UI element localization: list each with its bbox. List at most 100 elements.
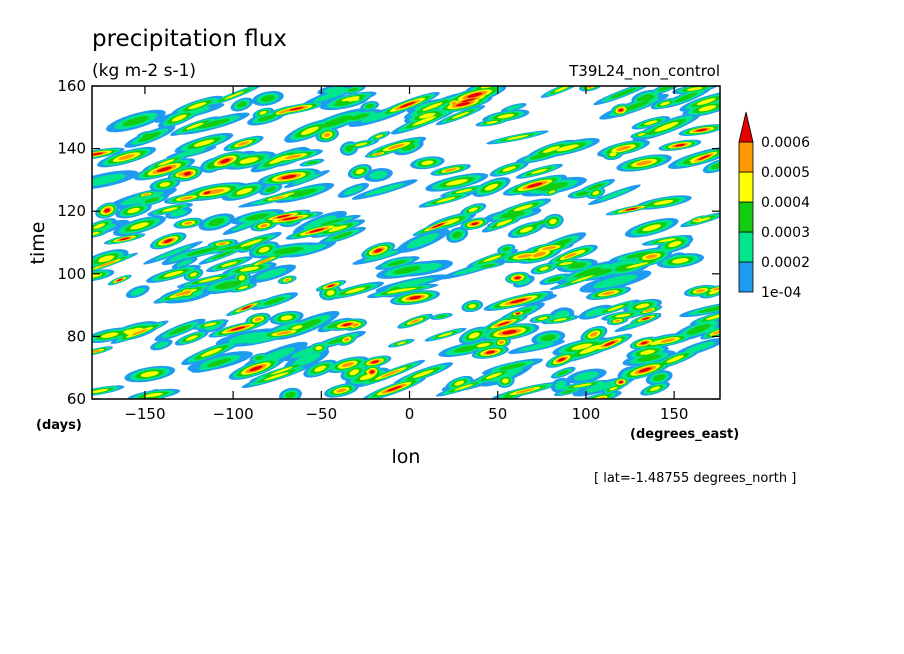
chart-subtitle: (kg m-2 s-1) — [92, 61, 196, 81]
precip-contour-cell — [559, 261, 573, 266]
precip-contour-cell — [592, 190, 600, 196]
precip-contour-cell — [476, 342, 490, 348]
precip-contour-cell — [658, 86, 675, 92]
precip-contour-cell — [660, 338, 676, 343]
precip-contour-cell — [313, 88, 350, 103]
precip-contour-cell — [602, 291, 615, 296]
precip-contour-cell — [695, 289, 706, 293]
precip-contour-cell — [184, 221, 193, 225]
precip-contour-cell — [531, 168, 548, 174]
colorbar-label: 0.0004 — [761, 195, 810, 211]
precip-contour-cell — [327, 284, 335, 288]
precip-contour-cell — [270, 366, 294, 375]
precip-contour-cell — [271, 196, 285, 200]
precip-contour-cell — [455, 102, 471, 107]
precip-contour-cell — [125, 327, 144, 335]
precip-contour-cell — [642, 224, 662, 232]
precip-contour-cell — [529, 152, 553, 160]
precip-contour-cell — [285, 391, 296, 399]
precip-contour-cell — [696, 98, 716, 106]
precip-contour-cell — [483, 255, 502, 262]
precip-contour-cell — [471, 222, 479, 226]
precip-contour-cell — [369, 170, 388, 180]
precip-contour-cell — [119, 237, 130, 241]
precip-contour-cell — [142, 193, 150, 196]
precip-contour-cell — [532, 251, 546, 258]
precip-contour-cell — [306, 160, 318, 165]
precip-contour-cell — [200, 348, 222, 357]
y-tick-label: 80 — [67, 327, 86, 345]
precip-contour-cell — [412, 116, 436, 126]
precip-contour-cell — [224, 91, 245, 100]
precip-contour-cell — [257, 114, 275, 122]
precip-contour-cell — [485, 372, 502, 380]
precip-contour-cell — [549, 218, 557, 225]
precip-contour-cell — [576, 191, 589, 196]
precip-contour-cell — [93, 223, 106, 229]
precip-contour-cell — [585, 268, 613, 277]
precip-contour-cell — [674, 92, 698, 103]
precip-contour-cell — [240, 266, 259, 272]
precip-contour-cell — [441, 218, 460, 226]
precip-contour-cell — [228, 332, 270, 344]
precip-contour-cell — [436, 197, 456, 203]
precip-contour-cell — [506, 134, 529, 140]
precip-contour-cell — [326, 290, 335, 296]
precip-contour-cell — [517, 277, 531, 286]
precip-contour-cell — [260, 223, 268, 228]
precip-contour-cell — [131, 328, 148, 336]
precip-contour-cell — [453, 345, 479, 353]
precip-contour-cell — [644, 309, 653, 313]
precip-contour-cell — [156, 166, 172, 172]
precip-contour-cell — [175, 148, 207, 157]
precip-contour-cell — [604, 341, 616, 347]
precip-contour-cell — [158, 159, 175, 166]
precip-contour-cell — [290, 188, 318, 198]
precip-contour-cell — [499, 211, 526, 219]
precip-contour-cell — [393, 266, 421, 274]
precip-contour-cell — [570, 275, 594, 283]
precip-contour-cell — [585, 307, 607, 317]
precip-contour-cell — [168, 324, 192, 335]
precip-contour-cell — [409, 319, 421, 324]
precip-contour-cell — [573, 383, 593, 388]
x-axis-ticks: −150 −100 −50 0 50 100 150 — [124, 86, 688, 423]
precip-contour-cell — [289, 107, 304, 111]
precip-contour-cell — [127, 207, 140, 214]
precip-contour-cell — [265, 186, 276, 193]
precip-contour-cell — [654, 121, 679, 132]
precip-contour-cell — [183, 290, 191, 295]
precip-contour-cell — [130, 287, 146, 296]
colorbar-label: 0.0005 — [761, 165, 810, 181]
precip-contour-cell — [698, 154, 710, 161]
precip-contour-cell — [548, 276, 563, 282]
colorbar-segment — [738, 171, 754, 203]
precip-contour-cell — [609, 152, 617, 157]
precip-contour-cell — [684, 341, 716, 354]
precip-contour-cell — [711, 162, 720, 170]
precip-contour-cell — [374, 248, 383, 253]
precip-contour-cell — [92, 389, 109, 393]
precip-contour-cell — [674, 143, 686, 147]
precip-contour-cell — [154, 245, 192, 261]
precip-contour-cell — [666, 355, 684, 363]
precip-contour-cell — [480, 264, 496, 268]
precip-contour-cell — [387, 143, 405, 150]
precip-contour-cell — [163, 270, 184, 278]
precip-contour-cell — [344, 337, 350, 342]
precip-contour-cell — [144, 392, 163, 398]
precip-contour-cell — [562, 389, 576, 394]
precip-contour-cell — [300, 126, 319, 135]
precip-contour-cell — [168, 251, 193, 262]
colorbar-label: 0.0006 — [761, 135, 810, 151]
precip-contour-cell — [162, 207, 178, 212]
precip-contour-cell — [513, 204, 534, 212]
precip-contour-cell — [92, 231, 100, 236]
precip-contour-cell — [625, 251, 653, 259]
y-axis-ticks: 60 80 100 120 140 160 — [57, 77, 720, 408]
precip-contour-cell — [393, 287, 417, 292]
colorbar-label: 1e-04 — [761, 285, 801, 301]
precip-contour-cell — [154, 341, 169, 349]
precip-contour-cell — [309, 228, 325, 233]
